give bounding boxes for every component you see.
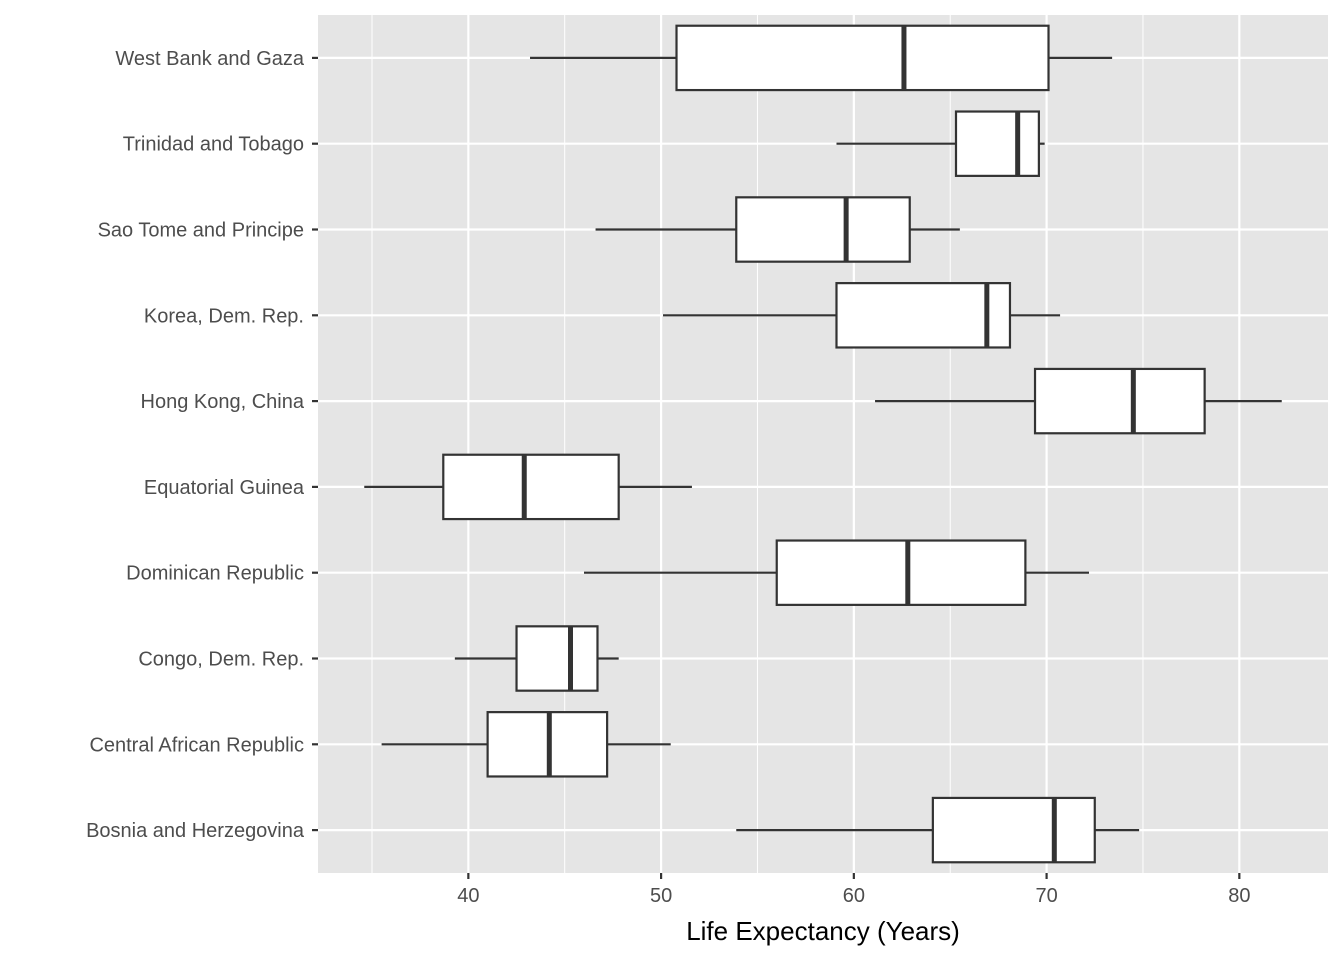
box-bosnia-and-herzegovina <box>736 796 1140 864</box>
box-iqr <box>1033 367 1206 435</box>
x-tick-label: 40 <box>457 885 479 907</box>
y-tick-label: Central African Republic <box>89 734 304 756</box>
x-axis-title: Life Expectancy (Years) <box>686 916 960 946</box>
x-tick-label: 50 <box>650 885 672 907</box>
y-tick-label: Congo, Dem. Rep. <box>138 649 304 671</box>
box-iqr <box>775 539 1027 606</box>
box-west-bank-and-gaza <box>530 24 1113 92</box>
y-tick-label: Hong Kong, China <box>141 391 305 413</box>
box-iqr <box>442 453 620 521</box>
x-tick-label: 70 <box>1035 885 1057 907</box>
y-tick-label: West Bank and Gaza <box>115 48 305 70</box>
y-tick-label: Equatorial Guinea <box>144 477 305 499</box>
box-iqr <box>515 625 599 692</box>
box-korea-dem-rep- <box>663 282 1061 349</box>
y-tick-label: Sao Tome and Principe <box>98 220 304 242</box>
box-central-african-republic <box>381 711 671 778</box>
box-congo-dem-rep- <box>454 625 619 692</box>
box-iqr <box>954 110 1040 177</box>
box-iqr <box>735 196 911 263</box>
box-sao-tome-and-principe <box>595 196 960 263</box>
box-equatorial-guinea <box>364 453 692 521</box>
x-tick-label: 60 <box>843 885 865 907</box>
box-hong-kong-china <box>875 367 1282 435</box>
box-dominican-republic <box>583 539 1089 606</box>
y-tick-label: Korea, Dem. Rep. <box>144 305 304 327</box>
y-tick-label: Bosnia and Herzegovina <box>86 820 305 842</box>
x-tick-label: 80 <box>1228 885 1250 907</box>
box-iqr <box>835 282 1012 349</box>
box-trinidad-and-tobago <box>836 110 1045 177</box>
y-tick-label: Dominican Republic <box>126 563 304 585</box>
x-axis: 40 50 60 70 80 <box>457 873 1250 907</box>
box-iqr <box>675 24 1050 92</box>
y-tick-label: Trinidad and Tobago <box>123 134 304 156</box>
plot-panel <box>318 15 1328 873</box>
boxes <box>364 24 1282 864</box>
y-axis: Bosnia and Herzegovina Central African Re… <box>86 48 318 842</box>
box-iqr <box>931 796 1096 864</box>
